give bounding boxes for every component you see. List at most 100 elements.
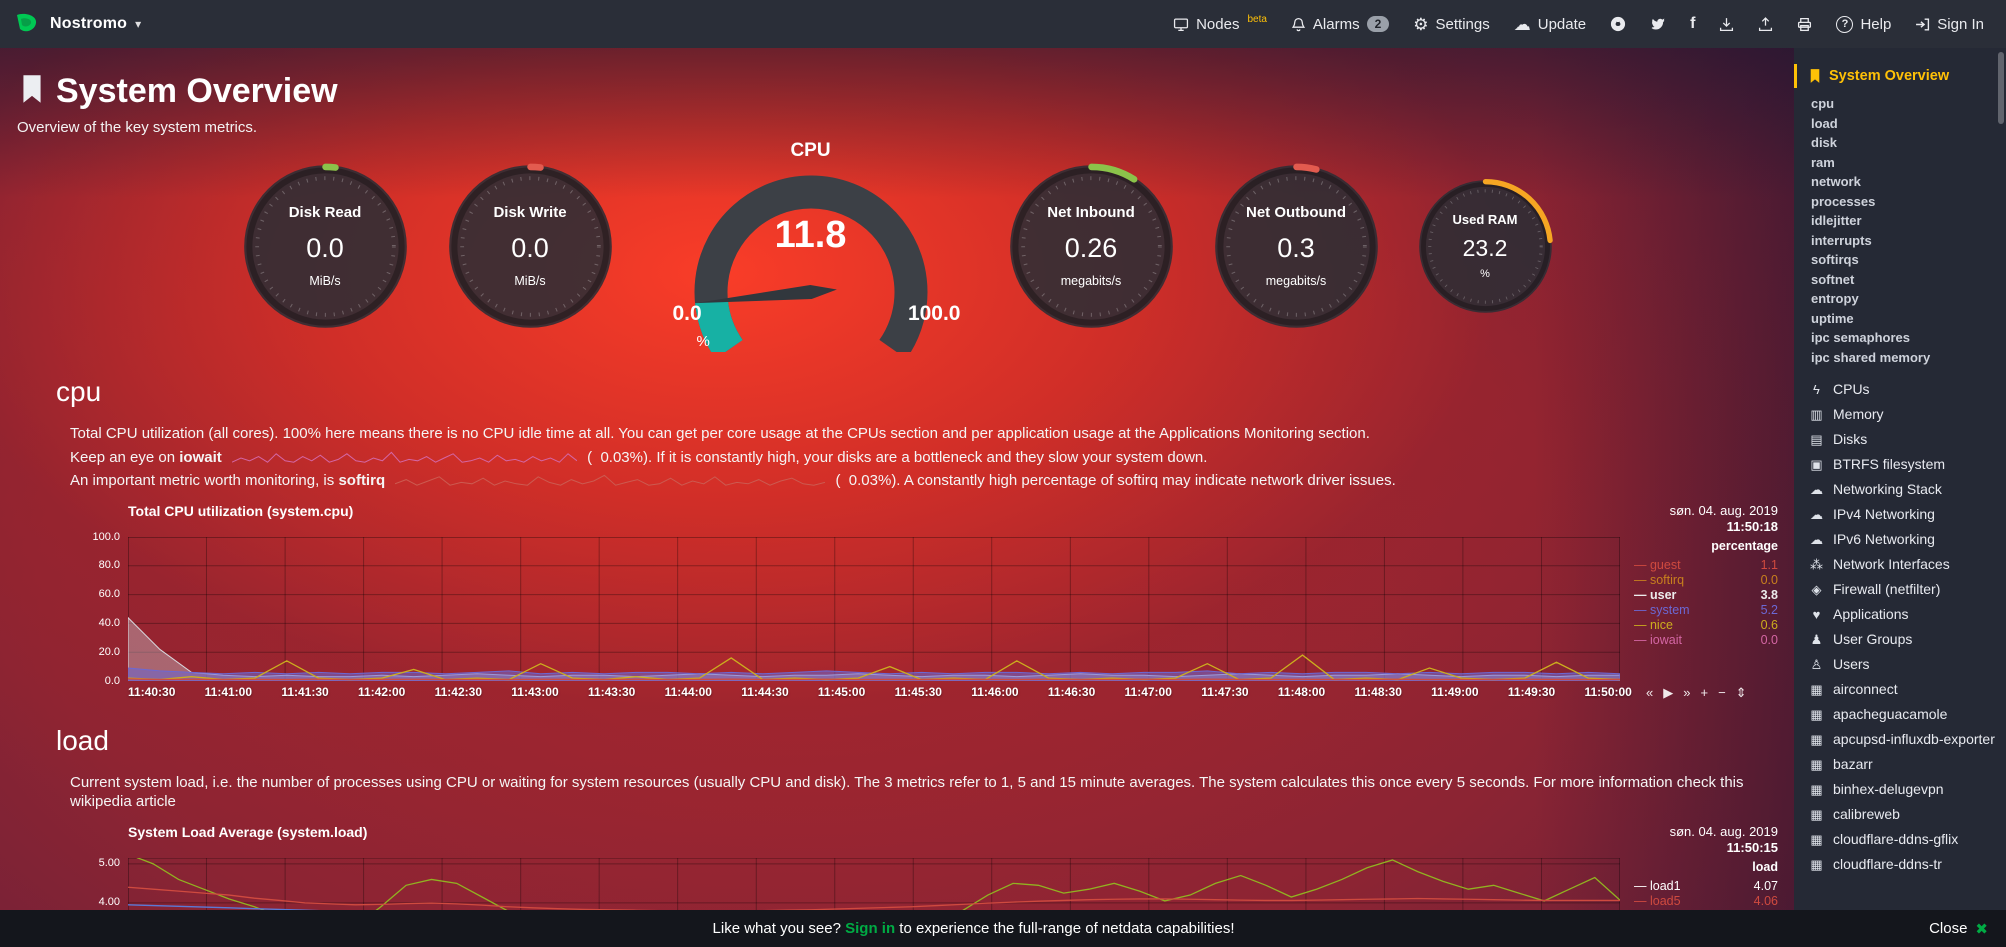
sidebar-section-item[interactable]: ♙ Users — [1808, 652, 2006, 677]
x-axis-tick: 11:49:00 — [1431, 684, 1479, 699]
sidebar-section-item[interactable]: ▥ Memory — [1808, 402, 2006, 427]
footer-signin-link[interactable]: Sign in — [845, 920, 896, 937]
x-axis-tick: 11:45:00 — [817, 684, 866, 699]
cloud-update-icon: ☁ — [1513, 14, 1531, 34]
toolbox-button[interactable]: ⇕ — [1735, 684, 1747, 700]
sidebar-subitem[interactable]: network — [1811, 174, 1861, 189]
sidebar-section-item[interactable]: ▣ BTRFS filesystem — [1808, 452, 2006, 477]
sidebar-subitem[interactable]: ipc shared memory — [1811, 349, 1931, 365]
sidebar-section-item[interactable]: ▤ Disks — [1808, 427, 2006, 452]
twitter-button[interactable] — [1650, 17, 1666, 31]
sidebar-section-item[interactable]: ▦ airconnect — [1808, 677, 2006, 702]
sidebar-section-item[interactable]: ◈ Firewall (netfilter) — [1808, 577, 2006, 602]
node-selector[interactable]: Nostromo ▾ — [14, 11, 141, 37]
export-button[interactable] — [1758, 16, 1773, 32]
nodes-button[interactable]: Nodes beta — [1173, 14, 1267, 33]
update-button[interactable]: ☁ Update — [1513, 14, 1587, 34]
sidebar-section-item[interactable]: ▦ bazarr — [1808, 752, 2006, 777]
sidebar-section-item[interactable]: ⁂ Network Interfaces — [1808, 552, 2006, 577]
chart-legend: percentage guest 1.1 softirq 0.0 user 3 — [1620, 537, 1778, 681]
signin-icon — [1915, 17, 1930, 32]
toolbox-button[interactable]: « — [1646, 685, 1654, 700]
scrollbar[interactable] — [1998, 52, 2004, 124]
toolbox-button[interactable]: ▶ — [1663, 684, 1674, 700]
gauge-ring — [242, 163, 408, 329]
sidebar-section-item[interactable]: ▦ cloudflare-ddns-gflix — [1808, 827, 2006, 852]
gauge-unit: MiB/s — [309, 274, 341, 288]
legend-entry[interactable]: user 3.8 — [1634, 588, 1778, 603]
signin-button[interactable]: Sign In — [1915, 16, 1984, 33]
gauge-disk-write[interactable]: Disk Write 0.0 MiB/s — [444, 160, 617, 333]
sidebar-subitem[interactable]: softnet — [1811, 271, 1855, 287]
bell-icon — [1291, 17, 1306, 32]
page-title: System Overview — [56, 72, 338, 110]
legend-entry[interactable]: load15 3.75 — [1634, 909, 1778, 911]
hostname[interactable]: Nostromo — [50, 15, 128, 32]
sidebar-section-item[interactable]: ▦ apacheguacamole — [1808, 702, 2006, 727]
legend-entry[interactable]: guest 1.1 — [1634, 558, 1778, 573]
navbar-actions: Nodes beta Alarms 2 ⚙ Settings ☁ Update — [1173, 14, 1984, 34]
sidebar-subitem[interactable]: cpu — [1811, 96, 1835, 111]
sidebar-section-item[interactable]: ▦ calibreweb — [1808, 802, 2006, 827]
help-button[interactable]: ? Help — [1836, 15, 1891, 33]
load-average-chart: System Load Average (system.load) søn. 0… — [70, 823, 1778, 911]
cpu-gauge-value: 11.8 — [774, 214, 847, 256]
sidebar-subitem[interactable]: disk — [1811, 135, 1838, 150]
sidebar-subitem[interactable]: ipc semaphores — [1811, 330, 1910, 345]
sidebar-subitem[interactable]: processes — [1811, 193, 1876, 209]
sidebar-section-item[interactable]: ▦ apcupsd-influxdb-exporter — [1808, 727, 2006, 752]
print-button[interactable] — [1797, 17, 1812, 32]
sidebar-section-item[interactable]: ☁ Networking Stack — [1808, 477, 2006, 502]
page-header: System Overview Overview of the key syst… — [0, 48, 1794, 136]
close-banner-button[interactable]: Close ✖ — [1929, 920, 1988, 938]
sidebar-subitem[interactable]: uptime — [1811, 310, 1854, 326]
sidebar-section-item[interactable]: ☁ IPv4 Networking — [1808, 502, 2006, 527]
sidebar-section-item[interactable]: ▦ binhex-delugevpn — [1808, 777, 2006, 802]
facebook-button[interactable]: f — [1690, 15, 1695, 33]
y-axis-label — [70, 537, 86, 681]
upload-icon — [1758, 16, 1773, 32]
legend-entry[interactable]: load1 4.07 — [1634, 879, 1778, 894]
gauge-group-right: Net Inbound 0.26 megabits/s Net Outbound… — [1005, 160, 1556, 333]
chart-timestamp: søn. 04. aug. 2019 11:50:15 — [1669, 823, 1778, 855]
sidebar-subitem[interactable]: interrupts — [1811, 232, 1872, 248]
legend-entry[interactable]: softirq 0.0 — [1634, 573, 1778, 588]
toolbox-button[interactable]: − — [1718, 685, 1726, 700]
cpu-gauge[interactable]: CPU 11.8 0.0 100.0 % — [661, 140, 961, 352]
sidebar-section-item[interactable]: ▦ cloudflare-ddns-tr — [1808, 852, 2006, 877]
sidebar-subitem[interactable]: load — [1811, 115, 1838, 131]
toolbox-button[interactable]: + — [1700, 685, 1709, 700]
sidebar-subitem[interactable]: ram — [1811, 154, 1835, 170]
sidebar-subitem[interactable]: softirqs — [1811, 252, 1859, 267]
chart-toolbox: « ▶ » + − ⇕ — [1632, 685, 1778, 701]
sidebar-section-item[interactable]: ♥ Applications — [1808, 602, 2006, 627]
settings-button[interactable]: ⚙ Settings — [1413, 14, 1490, 34]
gauge-used-ram[interactable]: Used RAM 23.2 % — [1415, 176, 1556, 317]
legend-entry[interactable]: system 5.2 — [1634, 603, 1778, 618]
gauge-net-outbound[interactable]: Net Outbound 0.3 megabits/s — [1210, 160, 1383, 333]
sidebar-item-system-overview[interactable]: System Overview — [1794, 64, 2006, 88]
cpu-iowait-note: Keep an eye on iowait ( 0.03%). If it is… — [70, 448, 1208, 466]
sidebar-section-item[interactable]: ϟ CPUs — [1808, 377, 2006, 402]
chart-plot-area[interactable] — [128, 858, 1620, 911]
github-button[interactable] — [1610, 16, 1626, 32]
chart-plot-area[interactable] — [128, 537, 1620, 681]
gauge-unit: MiB/s — [514, 274, 546, 288]
x-axis-tick: 11:45:30 — [894, 684, 942, 699]
gauge-net-inbound[interactable]: Net Inbound 0.26 megabits/s — [1005, 160, 1178, 333]
toolbox-button[interactable]: » — [1683, 685, 1691, 700]
alarms-button[interactable]: Alarms 2 — [1291, 16, 1390, 33]
legend-entry[interactable]: nice 0.6 — [1634, 618, 1778, 633]
sidebar-subitem[interactable]: idlejitter — [1811, 213, 1862, 228]
github-icon — [1610, 16, 1626, 32]
sidebar-section-item[interactable]: ☁ IPv6 Networking — [1808, 527, 2006, 552]
page-subtitle: Overview of the key system metrics. — [17, 119, 258, 136]
legend-entry[interactable]: iowait 0.0 — [1634, 633, 1778, 648]
sidebar-section-icon: ☁ — [1810, 507, 1823, 522]
sidebar-section-icon: ▦ — [1810, 707, 1823, 722]
legend-entry[interactable]: load5 4.06 — [1634, 894, 1778, 909]
sidebar-subitem[interactable]: entropy — [1811, 291, 1859, 306]
import-button[interactable] — [1719, 17, 1734, 32]
sidebar-section-item[interactable]: ♟ User Groups — [1808, 627, 2006, 652]
gauge-disk-read[interactable]: Disk Read 0.0 MiB/s — [239, 160, 412, 333]
